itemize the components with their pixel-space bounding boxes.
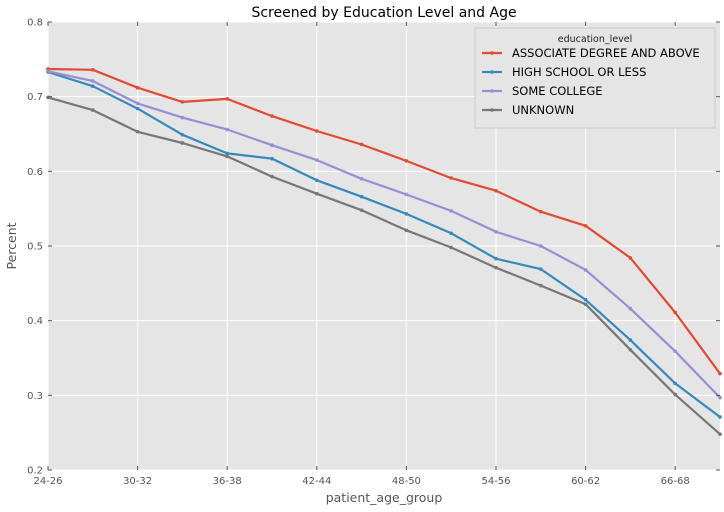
data-point xyxy=(539,283,543,288)
legend-box xyxy=(474,27,716,129)
x-tick-label: 30-32 xyxy=(123,476,152,487)
data-point xyxy=(404,192,409,197)
series-lines xyxy=(46,67,722,436)
legend-label: UNKNOWN xyxy=(512,103,574,117)
x-tick-label: 48-50 xyxy=(392,476,421,487)
data-point xyxy=(180,115,185,120)
data-point xyxy=(270,143,274,147)
legend-marker xyxy=(490,89,494,93)
x-tick-label: 24-26 xyxy=(33,476,62,487)
data-point xyxy=(135,85,140,90)
y-tick-label: 0.3 xyxy=(27,391,43,402)
y-tick-label: 0.5 xyxy=(27,242,43,253)
x-axis-title: patient_age_group xyxy=(326,490,443,505)
x-tick-label: 36-38 xyxy=(213,476,242,487)
data-point xyxy=(91,108,95,112)
data-point xyxy=(494,188,498,193)
legend-marker xyxy=(490,108,494,112)
data-point xyxy=(539,267,543,271)
data-point xyxy=(449,209,454,213)
data-point xyxy=(583,224,588,228)
data-point xyxy=(673,349,677,354)
data-point xyxy=(135,129,140,134)
data-point xyxy=(628,347,633,352)
data-point xyxy=(91,67,95,72)
data-point xyxy=(315,191,319,196)
data-point xyxy=(718,395,722,400)
legend-title: education_level xyxy=(558,34,632,45)
data-point xyxy=(718,371,722,376)
data-point xyxy=(225,151,229,156)
data-point xyxy=(135,101,140,106)
data-point xyxy=(225,127,229,132)
x-tick-label: 42-44 xyxy=(302,476,331,487)
y-axis-title: Percent xyxy=(4,222,19,269)
y-tick-label: 0.2 xyxy=(27,466,43,477)
legend-marker xyxy=(490,70,494,74)
data-point xyxy=(673,310,677,315)
x-tick-label: 66-68 xyxy=(661,476,690,487)
data-point xyxy=(315,178,319,183)
data-point xyxy=(494,256,498,261)
data-point xyxy=(583,302,588,307)
data-point xyxy=(315,129,319,133)
data-point xyxy=(404,159,409,163)
data-point xyxy=(180,132,185,137)
data-point xyxy=(449,245,454,250)
data-point xyxy=(583,297,588,302)
data-point xyxy=(449,231,454,236)
legend: education_level ASSOCIATE DEGREE AND ABO… xyxy=(474,27,716,129)
y-tick-label: 0.7 xyxy=(27,92,43,103)
axis-ticks: 0.2 0.3 0.4 0.5 0.6 0.7 0.8 24-26 30-32 36-38 42-4… xyxy=(27,18,720,487)
data-point xyxy=(91,84,95,89)
data-point xyxy=(359,208,364,212)
y-tick-label: 0.4 xyxy=(27,316,43,327)
data-point xyxy=(404,212,409,216)
y-tick-label: 0.6 xyxy=(27,167,43,178)
data-point xyxy=(494,265,498,270)
series-line xyxy=(47,67,721,375)
data-point xyxy=(46,95,50,100)
data-point xyxy=(673,392,677,397)
data-point xyxy=(180,100,185,104)
series-line xyxy=(47,96,721,436)
data-point xyxy=(359,194,364,199)
data-point xyxy=(359,142,364,147)
data-point xyxy=(359,177,364,181)
data-point xyxy=(628,256,633,260)
x-tick-label: 54-56 xyxy=(481,476,510,487)
data-point xyxy=(539,244,543,248)
data-point xyxy=(135,106,140,111)
data-point xyxy=(673,381,677,386)
data-point xyxy=(718,415,722,419)
data-point xyxy=(270,156,274,161)
data-point xyxy=(91,79,95,83)
data-point xyxy=(270,174,274,179)
data-point xyxy=(718,432,722,436)
data-point xyxy=(180,141,185,145)
data-point xyxy=(225,154,229,159)
data-point xyxy=(628,338,633,342)
data-point xyxy=(583,268,588,272)
chart-title: Screened by Education Level and Age xyxy=(251,5,516,21)
data-point xyxy=(270,114,274,118)
y-tick-label: 0.8 xyxy=(27,18,43,29)
data-point xyxy=(46,69,50,74)
legend-label: HIGH SCHOOL OR LESS xyxy=(512,65,646,79)
x-tick-label: 60-62 xyxy=(571,476,600,487)
series-line xyxy=(47,70,721,418)
data-point xyxy=(225,97,229,101)
data-point xyxy=(315,158,319,162)
data-point xyxy=(404,228,409,233)
legend-label: SOME COLLEGE xyxy=(512,84,603,98)
data-point xyxy=(449,176,454,180)
legend-marker xyxy=(490,51,494,55)
data-point xyxy=(494,230,498,234)
series-line xyxy=(47,70,721,399)
legend-label: ASSOCIATE DEGREE AND ABOVE xyxy=(512,46,700,60)
data-point xyxy=(628,306,633,311)
data-point xyxy=(539,209,543,214)
